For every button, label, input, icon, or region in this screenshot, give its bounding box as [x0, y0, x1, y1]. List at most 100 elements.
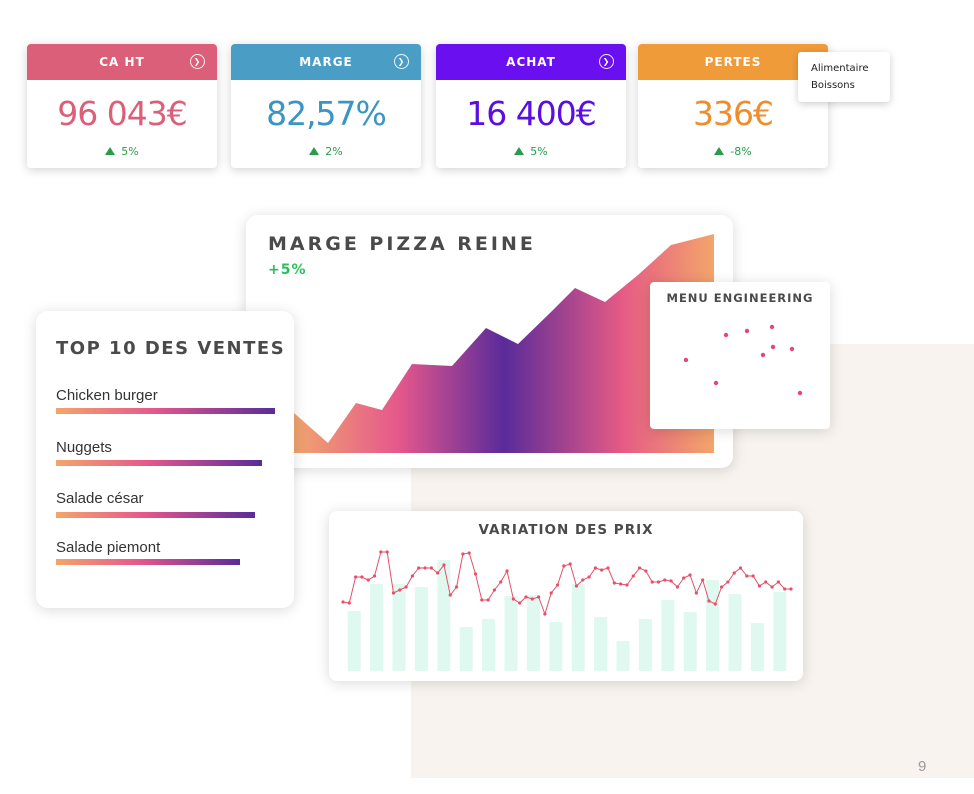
price-bar[interactable] — [549, 622, 563, 671]
price-point[interactable] — [688, 573, 692, 577]
scatter-point[interactable] — [769, 324, 775, 330]
scatter-point[interactable] — [770, 344, 776, 350]
price-point[interactable] — [372, 574, 377, 578]
scatter-point[interactable] — [723, 332, 729, 338]
price-point[interactable] — [606, 566, 610, 570]
price-point[interactable] — [499, 580, 503, 584]
price-point[interactable] — [726, 580, 730, 584]
price-point[interactable] — [738, 566, 743, 570]
kpi-card-ca-ht[interactable]: CA HT ❯ 96 043€ 5% — [27, 44, 217, 168]
kpi-card-marge[interactable]: MARGE ❯ 82,57% 2% — [231, 44, 421, 168]
price-point[interactable] — [511, 597, 515, 601]
price-point[interactable] — [379, 550, 383, 554]
price-point[interactable] — [757, 584, 762, 588]
price-point[interactable] — [656, 580, 661, 584]
scatter-point[interactable] — [797, 390, 803, 396]
price-point[interactable] — [745, 574, 749, 578]
price-point[interactable] — [625, 583, 629, 587]
price-bar[interactable] — [638, 619, 652, 671]
price-point[interactable] — [770, 585, 774, 589]
price-point[interactable] — [429, 566, 433, 570]
price-point[interactable] — [568, 562, 572, 566]
scatter-point[interactable] — [713, 380, 719, 386]
price-point[interactable] — [543, 612, 547, 616]
price-point[interactable] — [398, 588, 402, 592]
price-point[interactable] — [631, 574, 635, 578]
price-point[interactable] — [473, 572, 478, 576]
price-point[interactable] — [436, 571, 440, 575]
price-point[interactable] — [713, 602, 717, 606]
price-bar[interactable] — [459, 627, 473, 671]
price-point[interactable] — [663, 578, 667, 582]
price-point[interactable] — [442, 563, 446, 567]
price-bar[interactable] — [370, 584, 384, 671]
kpi-card-pertes[interactable]: PERTES ❯ 336€ -8% — [638, 44, 828, 168]
price-point[interactable] — [581, 578, 585, 582]
price-point[interactable] — [619, 582, 623, 586]
price-point[interactable] — [423, 566, 427, 570]
price-point[interactable] — [650, 580, 654, 584]
scatter-point[interactable] — [789, 346, 795, 352]
price-point[interactable] — [694, 591, 698, 595]
price-point[interactable] — [341, 600, 345, 604]
price-point[interactable] — [644, 569, 648, 573]
price-point[interactable] — [562, 564, 566, 568]
price-point[interactable] — [549, 591, 553, 595]
scatter-point[interactable] — [760, 352, 766, 358]
price-point[interactable] — [492, 588, 497, 592]
price-bar[interactable] — [526, 595, 540, 671]
price-point[interactable] — [505, 569, 509, 573]
price-point[interactable] — [417, 566, 421, 570]
price-point[interactable] — [593, 566, 597, 570]
price-bar[interactable] — [504, 596, 518, 671]
price-point[interactable] — [486, 598, 490, 602]
tooltip-item-alimentaire[interactable]: Alimentaire — [811, 63, 869, 74]
price-point[interactable] — [410, 574, 415, 578]
price-bar[interactable] — [414, 587, 428, 671]
price-point[interactable] — [637, 566, 642, 570]
price-point[interactable] — [555, 583, 560, 587]
tooltip-item-boissons[interactable]: Boissons — [811, 80, 855, 91]
scatter-point[interactable] — [683, 357, 689, 363]
price-point[interactable] — [385, 550, 389, 554]
price-bar[interactable] — [728, 594, 742, 671]
price-point[interactable] — [454, 585, 459, 589]
price-point[interactable] — [669, 579, 673, 583]
chevron-right-icon[interactable]: ❯ — [599, 54, 614, 69]
price-point[interactable] — [360, 575, 364, 579]
price-bar[interactable] — [594, 617, 608, 671]
price-bar[interactable] — [661, 600, 675, 671]
price-point[interactable] — [518, 601, 522, 605]
price-bar[interactable] — [571, 584, 585, 671]
price-bar[interactable] — [437, 560, 451, 671]
price-point[interactable] — [701, 578, 705, 582]
price-point[interactable] — [574, 584, 579, 588]
price-point[interactable] — [675, 585, 680, 589]
price-point[interactable] — [764, 580, 768, 584]
kpi-card-achat[interactable]: ACHAT ❯ 16 400€ 5% — [436, 44, 626, 168]
price-point[interactable] — [467, 551, 471, 555]
price-point[interactable] — [789, 587, 793, 591]
price-bar[interactable] — [706, 580, 720, 671]
price-point[interactable] — [404, 585, 408, 589]
price-point[interactable] — [783, 587, 787, 591]
price-point[interactable] — [524, 595, 528, 599]
scatter-point[interactable] — [744, 328, 750, 334]
price-point[interactable] — [707, 599, 711, 603]
price-point[interactable] — [600, 568, 604, 572]
price-point[interactable] — [461, 552, 465, 556]
price-bar[interactable] — [392, 584, 406, 671]
price-point[interactable] — [776, 580, 780, 584]
price-bar[interactable] — [482, 619, 496, 671]
price-bar[interactable] — [773, 592, 787, 671]
price-point[interactable] — [347, 601, 351, 605]
price-point[interactable] — [391, 591, 396, 595]
price-bar[interactable] — [683, 612, 697, 671]
price-point[interactable] — [682, 576, 686, 580]
chevron-right-icon[interactable]: ❯ — [190, 54, 205, 69]
price-point[interactable] — [448, 593, 452, 597]
chevron-right-icon[interactable]: ❯ — [394, 54, 409, 69]
price-point[interactable] — [354, 575, 358, 579]
price-point[interactable] — [719, 585, 724, 589]
price-point[interactable] — [612, 581, 616, 585]
